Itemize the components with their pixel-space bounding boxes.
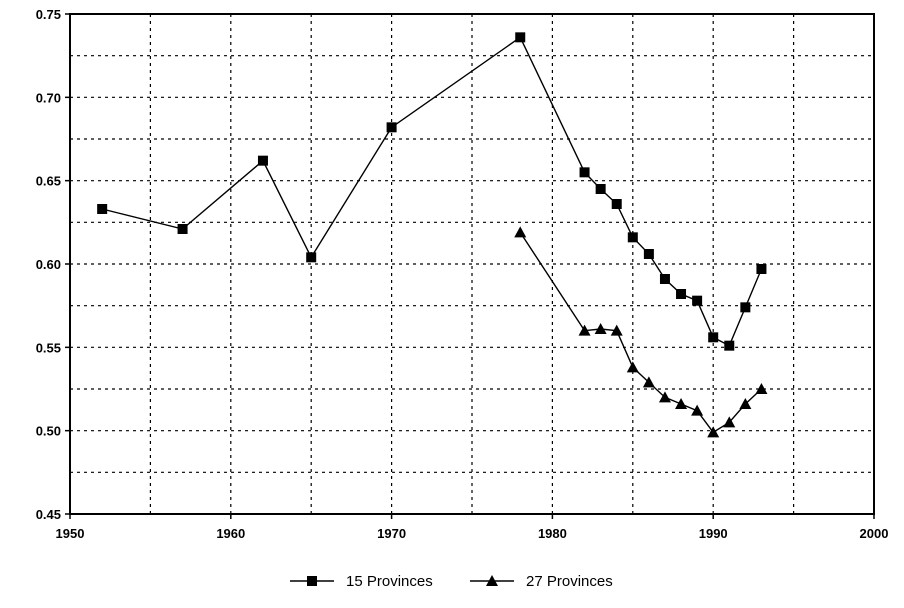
series-line (101, 36, 763, 347)
data-point-square (724, 340, 735, 351)
data-point-triangle (514, 226, 527, 238)
data-point-triangle (755, 383, 768, 394)
data-point-square (611, 199, 622, 209)
data-point-square (515, 32, 526, 43)
legend-marker (307, 576, 317, 586)
data-point-triangle (578, 324, 591, 336)
series-line (519, 231, 762, 434)
data-point-square (692, 295, 703, 306)
data-point-square (740, 302, 751, 313)
y-axis-ticks: 0.45 0.50 0.55 0.60 0.65 0.70 0.75 (36, 7, 70, 522)
legend-label: 27 Provinces (526, 573, 613, 590)
data-point-triangle (739, 398, 752, 409)
y-tick-label: 0.60 (36, 257, 61, 272)
data-point-square (676, 289, 687, 299)
y-tick-label: 0.65 (36, 174, 61, 189)
x-tick-label: 1950 (56, 526, 85, 541)
data-point-square (579, 167, 590, 178)
x-tick-label: 1970 (377, 526, 406, 541)
legend-item-1: 15 Provinces (290, 573, 433, 590)
grid-lines (70, 14, 874, 514)
data-point-square (659, 274, 670, 284)
data-point-triangle (594, 323, 607, 334)
data-point-triangle (691, 404, 704, 416)
data-point-square (386, 122, 397, 133)
y-tick-label: 0.55 (36, 340, 61, 355)
data-point-square (306, 252, 317, 263)
x-tick-label: 2000 (860, 526, 889, 541)
legend-marker (486, 575, 498, 586)
data-point-triangle (626, 361, 639, 373)
data-point-square (257, 155, 268, 166)
data-point-triangle (707, 426, 720, 438)
data-point-triangle (610, 324, 623, 336)
series-1 (97, 32, 767, 351)
data-point-square (756, 264, 767, 274)
data-point-triangle (723, 416, 736, 428)
y-tick-label: 0.50 (36, 424, 61, 439)
data-point-square (643, 249, 654, 259)
legend-label: 15 Provinces (346, 573, 433, 590)
series-2 (514, 226, 768, 438)
data-point-square (97, 204, 108, 214)
data-point-square (595, 184, 606, 194)
data-point-triangle (658, 391, 671, 403)
x-axis-ticks: 1950 1960 1970 1980 1990 2000 (56, 514, 889, 541)
data-point-square (177, 224, 188, 234)
legend-item-2: 27 Provinces (470, 573, 613, 590)
data-point-square (627, 232, 638, 243)
series-group (97, 32, 768, 438)
y-tick-label: 0.70 (36, 90, 61, 105)
x-tick-label: 1990 (699, 526, 728, 541)
data-point-triangle (642, 376, 655, 388)
x-tick-label: 1960 (216, 526, 245, 541)
y-tick-label: 0.75 (36, 7, 61, 22)
data-point-triangle (675, 398, 688, 409)
x-tick-label: 1980 (538, 526, 567, 541)
legend: 15 Provinces 27 Provinces (290, 573, 613, 590)
y-tick-label: 0.45 (36, 507, 61, 522)
data-point-square (708, 332, 719, 343)
